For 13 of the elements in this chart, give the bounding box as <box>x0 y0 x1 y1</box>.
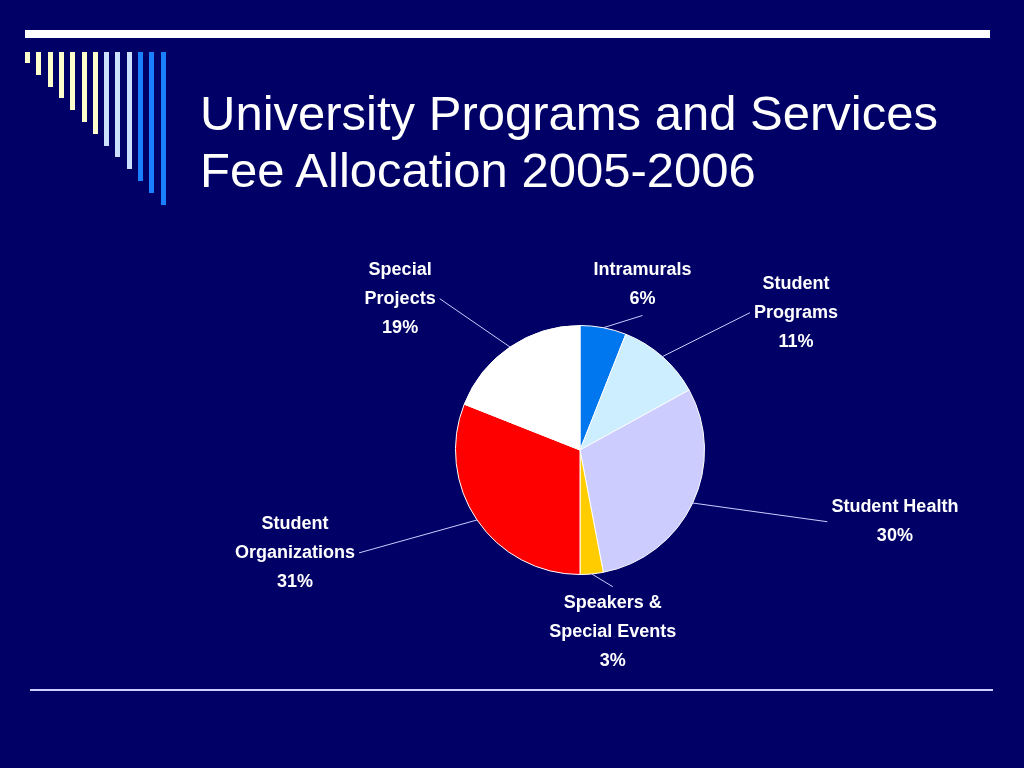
data-label: 30% <box>876 525 913 546</box>
slice-label: Student Programs <box>753 272 838 322</box>
slice-label: Speakers & Special Events <box>549 592 677 642</box>
data-label: 19% <box>382 316 419 337</box>
slice-label: Special Projects <box>364 258 436 308</box>
slice-label: Intramurals <box>593 258 692 279</box>
slice-label: Student Health <box>831 496 959 517</box>
data-label: 11% <box>778 330 814 351</box>
data-label: 31% <box>277 570 314 591</box>
chart-title: University Programs and Services Fee Allocation 2005-2006 <box>200 85 939 199</box>
data-label: 6% <box>629 287 656 308</box>
data-label: 3% <box>599 650 626 671</box>
slice-label: Student Organizations <box>235 512 356 562</box>
